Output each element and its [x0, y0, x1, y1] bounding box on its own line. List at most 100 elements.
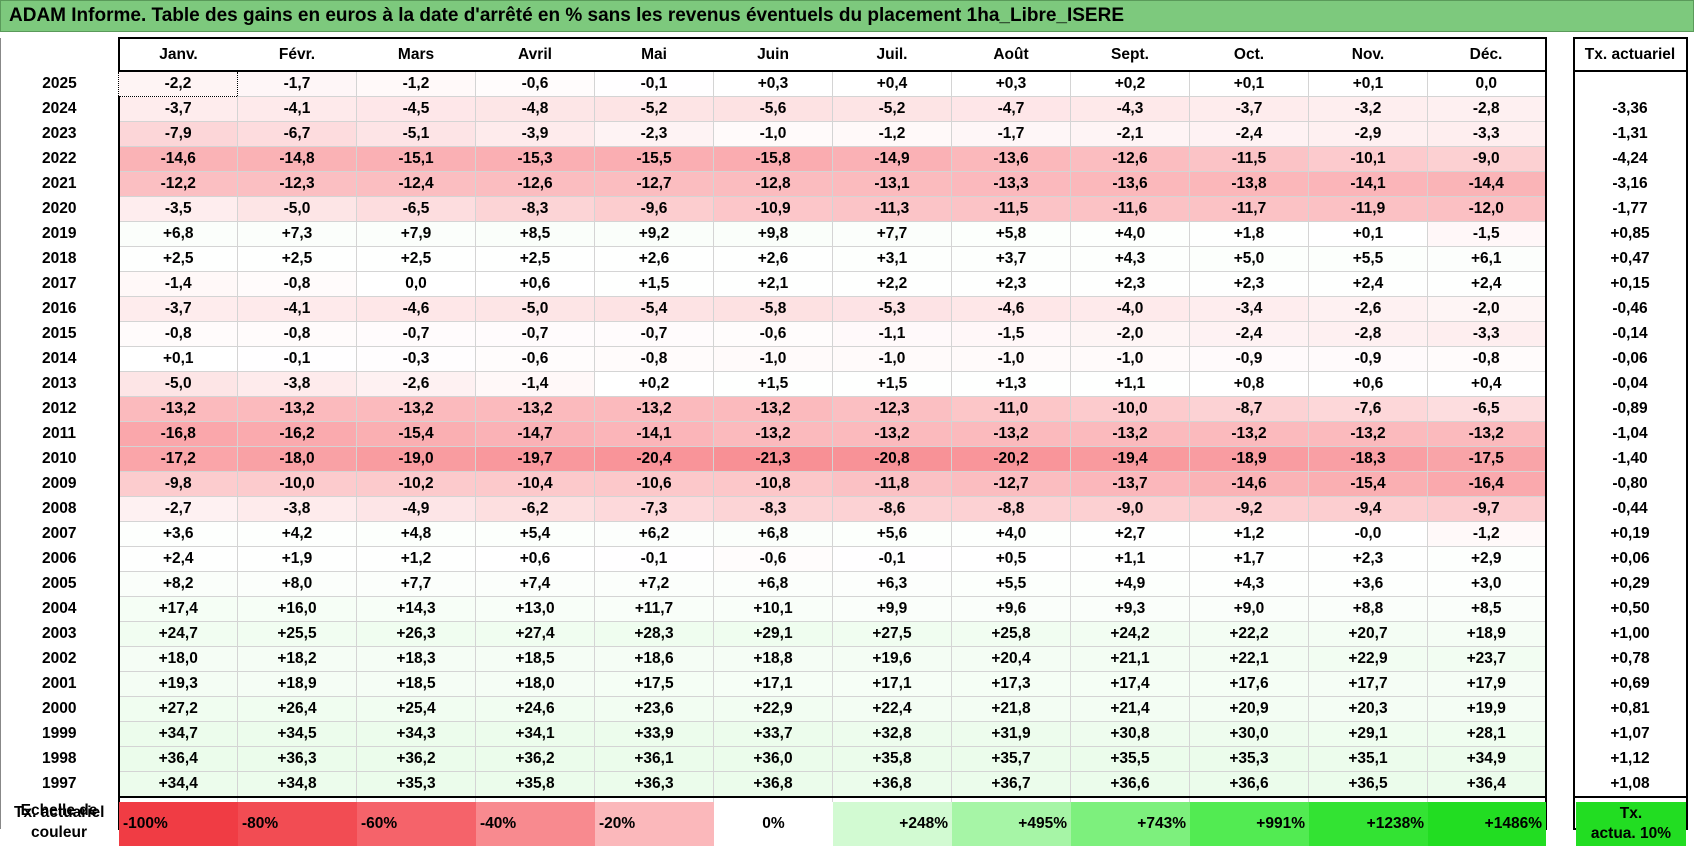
value-cell: +11,7: [594, 596, 714, 622]
value-cell: -5,0: [237, 196, 357, 222]
value-cell: +35,8: [475, 771, 595, 798]
value-cell: -14,8: [237, 146, 357, 172]
column-gap: [1545, 271, 1574, 297]
color-scale-swatch: +1238%: [1309, 802, 1428, 846]
value-cell: +17,4: [117, 596, 238, 622]
row-year: 2012: [0, 396, 119, 422]
value-cell: -4,6: [951, 296, 1071, 322]
value-cell: -4,0: [1070, 296, 1190, 322]
value-cell: -9,0: [1427, 146, 1547, 172]
value-cell: -5,6: [713, 96, 833, 122]
row-tx-value: +0,15: [1572, 271, 1688, 297]
value-cell: -3,3: [1427, 121, 1547, 147]
column-gap: [1545, 496, 1574, 522]
value-cell: -1,0: [951, 346, 1071, 372]
value-cell: -20,8: [832, 446, 952, 472]
value-cell: +1,9: [237, 546, 357, 572]
column-header: Sept.: [1070, 37, 1190, 72]
value-cell: -5,0: [475, 296, 595, 322]
value-cell: -15,5: [594, 146, 714, 172]
value-cell: +4,2: [237, 521, 357, 547]
color-scale-tx-cell: Tx. actua. 10%: [1576, 802, 1686, 846]
value-cell: -20,2: [951, 446, 1071, 472]
value-cell: +30,8: [1070, 721, 1190, 747]
row-tx-value: -0,06: [1572, 346, 1688, 372]
row-year: 1999: [0, 721, 119, 747]
value-cell: +17,6: [1189, 671, 1309, 697]
value-cell: -10,9: [713, 196, 833, 222]
row-year: 2014: [0, 346, 119, 372]
row-year: 2010: [0, 446, 119, 472]
value-cell: -17,5: [1427, 446, 1547, 472]
value-cell: +0,3: [951, 71, 1071, 97]
value-cell: +3,6: [117, 521, 238, 547]
value-cell: -8,6: [832, 496, 952, 522]
value-cell: +9,0: [1189, 596, 1309, 622]
value-cell: +22,2: [1189, 621, 1309, 647]
value-cell: -14,9: [832, 146, 952, 172]
table-row: 2015 -0,8 -0,8 -0,7 -0,7 -0,7 -0,6 -1,1 -1,5 -2,0…: [0, 321, 1688, 347]
column-gap: [1545, 321, 1574, 347]
table-row: 2018 +2,5 +2,5 +2,5 +2,5 +2,6 +2,6 +3,1 +3,7 +4,3…: [0, 246, 1688, 272]
value-cell: +1,2: [356, 546, 476, 572]
value-cell: -13,2: [951, 421, 1071, 447]
row-tx-value: -3,36: [1572, 96, 1688, 122]
value-cell: +31,9: [951, 721, 1071, 747]
column-gap: [1545, 421, 1574, 447]
value-cell: +0,2: [594, 371, 714, 397]
table-row: 2019 +6,8 +7,3 +7,9 +8,5 +9,2 +9,8 +7,7 +5,8 +4,0…: [0, 221, 1688, 247]
value-cell: +24,2: [1070, 621, 1190, 647]
value-cell: -13,2: [117, 396, 238, 422]
table-row: 2001 +19,3 +18,9 +18,5 +18,0 +17,5 +17,1 +17,1 +…: [0, 671, 1688, 697]
value-cell: +28,3: [594, 621, 714, 647]
value-cell: -1,1: [832, 321, 952, 347]
value-cell: -5,4: [594, 296, 714, 322]
value-cell: -2,3: [594, 121, 714, 147]
column-gap: [1545, 596, 1574, 622]
value-cell: -3,2: [1308, 96, 1428, 122]
value-cell: +18,2: [237, 646, 357, 672]
row-tx-value: +0,19: [1572, 521, 1688, 547]
value-cell: -11,9: [1308, 196, 1428, 222]
value-cell: +1,5: [713, 371, 833, 397]
table-row: 2022 -14,6 -14,8 -15,1 -15,3 -15,5 -15,8 -14,9-…: [0, 146, 1688, 172]
value-cell: +20,3: [1308, 696, 1428, 722]
value-cell: +27,4: [475, 621, 595, 647]
value-cell: -13,3: [951, 171, 1071, 197]
value-cell: -2,9: [1308, 121, 1428, 147]
value-cell: -6,7: [237, 121, 357, 147]
value-cell: -3,4: [1189, 296, 1309, 322]
value-cell: +20,7: [1308, 621, 1428, 647]
row-year: 2013: [0, 371, 119, 397]
value-cell: +6,1: [1427, 246, 1547, 272]
value-cell: -4,9: [356, 496, 476, 522]
value-cell: -13,2: [1189, 421, 1309, 447]
row-year: 2021: [0, 171, 119, 197]
value-cell: -11,8: [832, 471, 952, 497]
column-gap: [1545, 521, 1574, 547]
value-cell: +10,1: [713, 596, 833, 622]
table-row: 2014 +0,1 -0,1 -0,3 -0,6 -0,8 -1,0 -1,0 -1,0 -1,0…: [0, 346, 1688, 372]
value-cell: +0,3: [713, 71, 833, 97]
value-cell: -1,7: [237, 71, 357, 97]
value-cell: -12,7: [951, 471, 1071, 497]
value-cell: +36,3: [237, 746, 357, 772]
value-cell: -4,7: [951, 96, 1071, 122]
value-cell: +35,3: [1189, 746, 1309, 772]
value-cell: -5,2: [832, 96, 952, 122]
value-cell: +34,4: [117, 771, 238, 798]
column-gap: [1545, 696, 1574, 722]
value-cell: -7,3: [594, 496, 714, 522]
value-cell: +1,2: [1189, 521, 1309, 547]
value-cell: -10,0: [1070, 396, 1190, 422]
column-gap: [1545, 797, 1574, 829]
value-cell: +34,8: [237, 771, 357, 798]
value-cell: +29,1: [713, 621, 833, 647]
value-cell: +36,6: [1070, 771, 1190, 798]
value-cell: +17,4: [1070, 671, 1190, 697]
value-cell: -0,6: [713, 321, 833, 347]
value-cell: -13,2: [713, 396, 833, 422]
value-cell: -12,4: [356, 171, 476, 197]
value-cell: -3,7: [117, 96, 238, 122]
value-cell: +34,5: [237, 721, 357, 747]
